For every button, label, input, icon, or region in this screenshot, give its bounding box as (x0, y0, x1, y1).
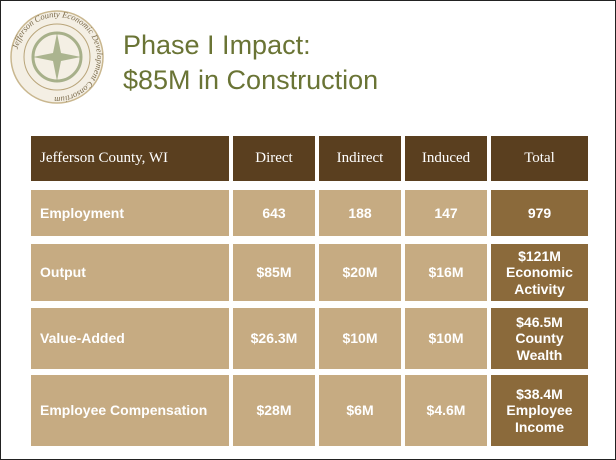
table-cell: $26.3M (233, 308, 315, 369)
table-cell: $121M Economic Activity (491, 244, 588, 301)
table-cell: $10M (319, 308, 401, 369)
title-line: Phase I Impact: (123, 30, 311, 60)
header-cell: Total (491, 136, 588, 181)
table-cell: $10M (405, 308, 487, 369)
title-line: $85M in Construction (123, 65, 379, 95)
table-cell: $85M (233, 244, 315, 301)
table-cell: 979 (491, 190, 588, 236)
row-label: Value-Added (31, 308, 229, 369)
table-cell: $16M (405, 244, 487, 301)
row-label: Employment (31, 190, 229, 236)
table-cell: 643 (233, 190, 315, 236)
row-label: Output (31, 244, 229, 301)
table-cell: $38.4M Employee Income (491, 375, 588, 446)
header-cell: Direct (233, 136, 315, 181)
logo: Jefferson County Economic Development Co… (10, 9, 105, 105)
table-cell: $28M (233, 375, 315, 446)
table-cell: $46.5M County Wealth (491, 308, 588, 369)
table-cell: $4.6M (405, 375, 487, 446)
table-cell: $20M (319, 244, 401, 301)
header-cell: Jefferson County, WI (31, 136, 229, 181)
header-cell: Induced (405, 136, 487, 181)
table-cell: $6M (319, 375, 401, 446)
table-cell: 188 (319, 190, 401, 236)
row-label: Employee Compensation (31, 375, 229, 446)
header-cell: Indirect (319, 136, 401, 181)
table-cell: 147 (405, 190, 487, 236)
